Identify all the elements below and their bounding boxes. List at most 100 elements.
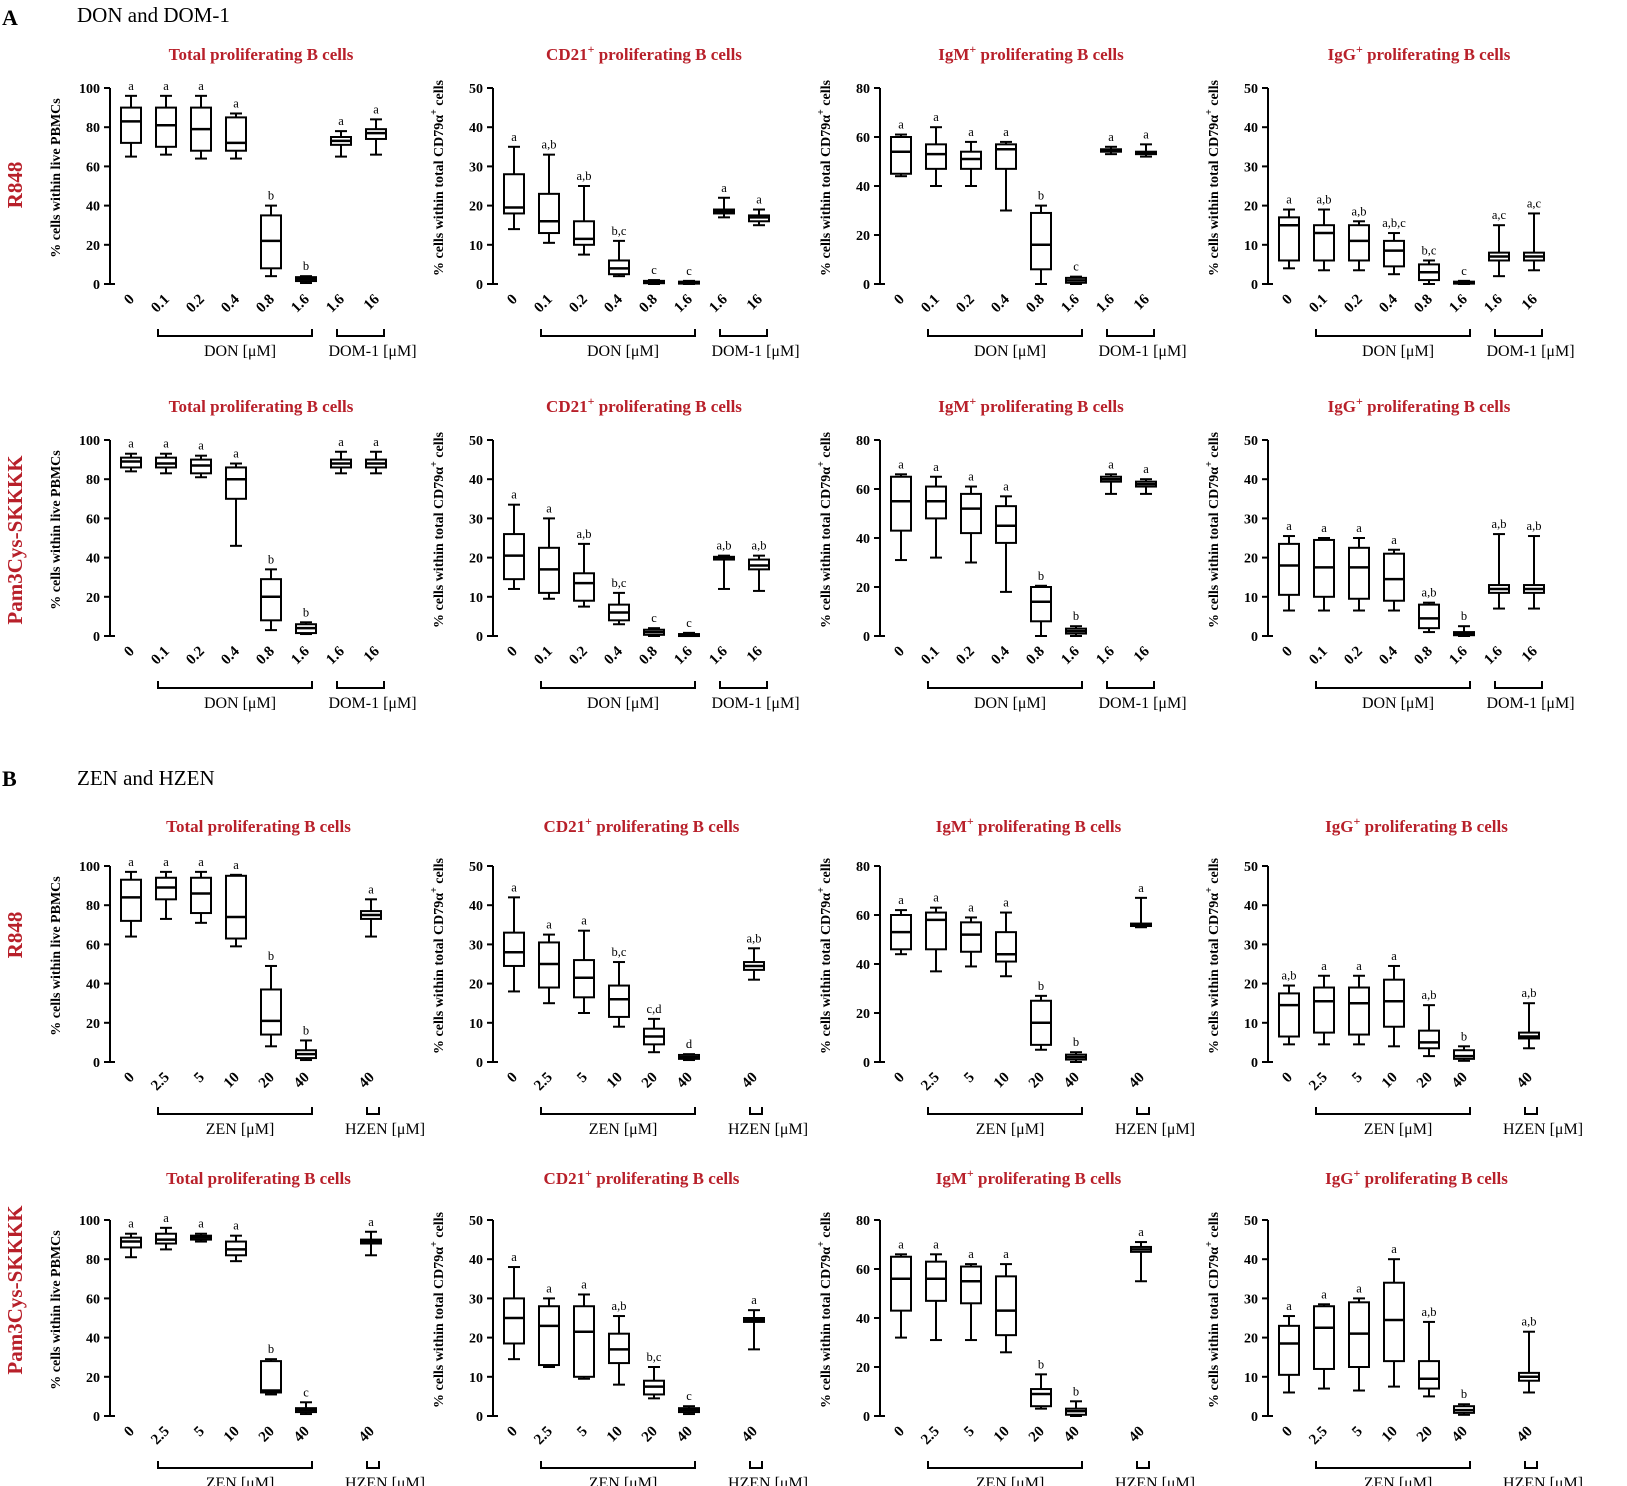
panel-title-name: Total proliferating B cells — [169, 397, 354, 416]
significance-letter: a — [1286, 193, 1292, 207]
y-tick-label: 40 — [86, 1332, 100, 1347]
y-label-prefix: % cells within total CD79 — [1207, 475, 1222, 628]
group-bracket-metabolite — [1524, 1461, 1538, 1469]
y-tick-label: 20 — [1244, 978, 1258, 993]
y-tick-label: 40 — [1244, 473, 1258, 488]
chart-panel: Total proliferating B cells 0 20 40 60 80 100%… — [49, 45, 417, 360]
box-3: a — [1383, 949, 1405, 1048]
group-bracket-main — [927, 681, 1083, 689]
y-tick-label: 80 — [856, 1214, 870, 1229]
box-5: b — [295, 1023, 317, 1062]
panel-title-sup: + — [967, 814, 974, 828]
group-bracket-main — [927, 1461, 1083, 1469]
box-iqr — [1348, 546, 1370, 600]
x-tick-label: 5 — [191, 1070, 208, 1087]
box-3: a,b — [608, 1299, 630, 1386]
group-label-main: DON [μM] — [1362, 695, 1434, 712]
group-bracket-main — [540, 681, 696, 689]
y-axis-label: % cells within live PBMCs — [49, 98, 64, 258]
x-tick-label: 20 — [1026, 1070, 1048, 1092]
y-tick-label: 80 — [856, 860, 870, 875]
significance-letter: b — [1038, 979, 1044, 993]
panel-title-sup: + — [588, 42, 595, 56]
y-tick-label: 50 — [1244, 860, 1258, 875]
x-tick-label: 0.8 — [253, 644, 278, 669]
x-tick-label: 0.1 — [1306, 292, 1331, 317]
y-tick-label: 80 — [86, 899, 100, 914]
y-tick-label: 20 — [1244, 552, 1258, 567]
panel-title-name: IgM — [938, 397, 969, 416]
box-6: a,b — [743, 931, 765, 981]
panel-title-rest: proliferating B cells — [592, 1169, 740, 1188]
y-label-prefix: % cells within total CD79 — [1207, 901, 1222, 1054]
group-bracket-metabolite — [719, 329, 768, 337]
significance-letter: a — [1321, 1287, 1327, 1301]
box-6: a — [713, 181, 735, 219]
box-iqr — [1418, 1029, 1440, 1050]
panel-title-sup: + — [969, 42, 976, 56]
significance-letter: a — [1321, 521, 1327, 535]
group-bracket-metabolite — [1524, 1107, 1538, 1115]
x-tick-label: 2.5 — [531, 1424, 556, 1449]
panel-title-sup: + — [967, 1166, 974, 1180]
panel-title-rest: proliferating B cells — [594, 397, 742, 416]
significance-letter: b — [1038, 189, 1044, 203]
x-tick-label: 0.4 — [601, 643, 626, 668]
x-tick-label: 1.6 — [1481, 291, 1506, 316]
panel-title: Total proliferating B cells — [166, 817, 351, 836]
x-tick-label: 10 — [604, 1070, 626, 1092]
y-tick-label: 0 — [476, 1056, 483, 1071]
x-tick-label: 40 — [739, 1070, 761, 1092]
significance-letter: a,b — [612, 1299, 627, 1313]
y-tick-label: 0 — [1251, 630, 1258, 645]
y-axis-label: % cells within total CD79α+ cells — [429, 431, 447, 627]
group-label-main: ZEN [μM] — [589, 1475, 658, 1486]
significance-letter: a,c — [1492, 208, 1507, 222]
box-2: a — [1348, 1281, 1370, 1392]
box-4: a,b — [1418, 586, 1440, 634]
y-tick-label: 0 — [863, 1410, 870, 1425]
y-tick-label: 20 — [856, 229, 870, 244]
y-label-alpha: α — [1207, 893, 1222, 901]
box-1: a — [925, 110, 947, 187]
significance-letter: a — [898, 118, 904, 132]
x-tick-label: 10 — [1379, 1424, 1401, 1446]
box-7: a — [365, 435, 387, 475]
x-tick-label: 20 — [256, 1424, 278, 1446]
group-bracket-metabolite — [336, 329, 385, 337]
x-tick-label: 0 — [504, 1070, 521, 1087]
x-tick-label: 5 — [574, 1070, 591, 1087]
x-tick-label: 1.6 — [706, 291, 731, 316]
box-iqr — [1348, 224, 1370, 262]
group-bracket-main — [157, 681, 313, 689]
box-5: c — [678, 1389, 700, 1416]
significance-letter: a,b — [717, 539, 732, 553]
group-label-metabolite: DOM-1 [μM] — [711, 695, 799, 712]
y-label-suffix: cells — [819, 431, 834, 461]
group-label-metabolite: DOM-1 [μM] — [1098, 343, 1186, 360]
box-5: c — [295, 1385, 317, 1416]
box-7: a,c — [1523, 196, 1545, 272]
y-axis-label: % cells within total CD79α+ cells — [1204, 431, 1222, 627]
significance-letter: c — [686, 616, 692, 630]
group-label-main: ZEN [μM] — [976, 1121, 1045, 1138]
significance-letter: a — [198, 79, 204, 93]
y-label-alpha: α — [432, 115, 447, 123]
box-2: a,b — [1348, 204, 1370, 272]
box-4: b — [1030, 189, 1052, 285]
x-tick-label: 1.6 — [1446, 291, 1471, 316]
y-tick-label: 10 — [1244, 239, 1258, 254]
significance-letter: a,b — [1352, 204, 1367, 218]
box-iqr — [225, 116, 247, 152]
group-label-main: ZEN [μM] — [1364, 1475, 1433, 1486]
significance-letter: b,c — [647, 1350, 662, 1364]
x-tick-label: 1.6 — [1093, 291, 1118, 316]
significance-letter: a — [721, 181, 727, 195]
significance-letter: a,b — [577, 527, 592, 541]
significance-letter: b,c — [612, 224, 627, 238]
group-bracket-metabolite — [1136, 1461, 1150, 1469]
significance-letter: a — [338, 114, 344, 128]
